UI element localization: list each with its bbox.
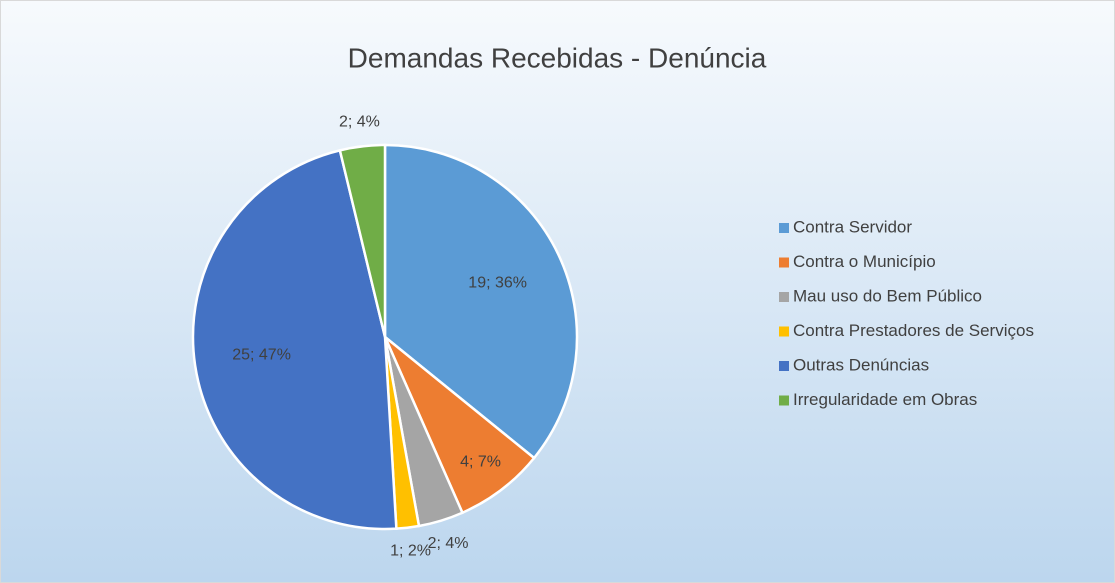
data-label: 25; 47% xyxy=(232,347,291,364)
data-label: 4; 7% xyxy=(460,453,501,470)
data-label: 19; 36% xyxy=(468,275,527,292)
legend-label: Contra o Município xyxy=(793,252,936,271)
data-label: 2; 4% xyxy=(428,535,469,552)
pie-slice xyxy=(191,148,398,531)
legend-label: Irregularidade em Obras xyxy=(793,390,977,409)
legend-swatch xyxy=(779,326,789,337)
legend-swatch xyxy=(779,395,789,406)
legend-swatch xyxy=(779,361,789,371)
legend-swatch xyxy=(779,292,789,302)
legend-label: Contra Prestadores de Serviços xyxy=(793,321,1034,340)
pie-slice xyxy=(383,143,579,460)
data-label: 1; 2% xyxy=(390,543,431,560)
legend-swatch xyxy=(779,223,789,233)
pie-slice xyxy=(338,143,387,338)
data-label: 2; 4% xyxy=(339,114,380,131)
legend-label: Contra Servidor xyxy=(793,217,912,236)
chart-title: Demandas Recebidas - Denúncia xyxy=(348,42,767,73)
legend-label: Outras Denúncias xyxy=(793,355,929,374)
legend-label: Mau uso do Bem Público xyxy=(793,286,982,305)
legend-swatch xyxy=(779,257,789,268)
